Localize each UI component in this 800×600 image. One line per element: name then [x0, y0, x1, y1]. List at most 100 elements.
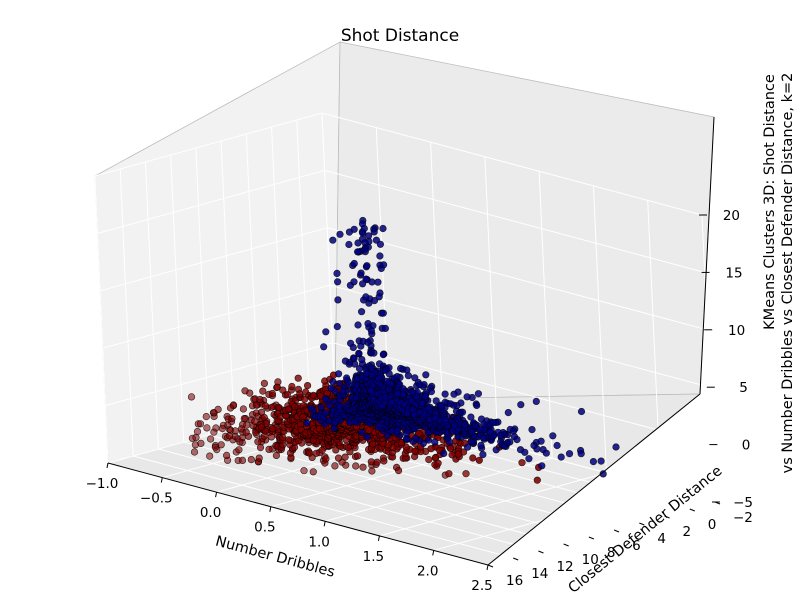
point-cluster-1	[228, 415, 236, 423]
point-cluster-0	[354, 239, 362, 247]
point-cluster-1	[359, 463, 367, 471]
point-cluster-0	[412, 393, 421, 401]
point-cluster-0	[416, 408, 424, 416]
z-axis-line	[699, 116, 715, 395]
point-cluster-1	[265, 445, 273, 454]
point-cluster-0	[431, 438, 439, 446]
point-cluster-0	[345, 240, 353, 249]
point-cluster-0	[599, 470, 607, 478]
point-cluster-1	[296, 390, 304, 398]
point-cluster-0	[357, 269, 365, 277]
y-tick-label: 14	[531, 566, 548, 582]
point-cluster-0	[530, 441, 538, 450]
point-cluster-0	[477, 441, 485, 450]
x-tick-mark	[106, 462, 109, 469]
point-cluster-1	[247, 456, 255, 464]
point-cluster-1	[425, 456, 433, 464]
y-tick-label: 6	[632, 538, 641, 554]
y-tick-mark	[563, 543, 569, 547]
y-tick-mark	[664, 515, 670, 519]
point-cluster-1	[206, 452, 214, 460]
z-tick-label: 0	[742, 438, 751, 454]
point-cluster-0	[374, 278, 382, 286]
point-cluster-0	[345, 360, 353, 368]
point-cluster-1	[241, 387, 249, 395]
point-cluster-1	[223, 451, 231, 460]
point-cluster-1	[262, 427, 270, 435]
point-cluster-1	[260, 413, 268, 422]
point-cluster-1	[207, 435, 215, 443]
point-cluster-1	[291, 403, 299, 411]
point-cluster-1	[322, 455, 330, 463]
point-cluster-0	[335, 403, 344, 411]
point-cluster-0	[549, 432, 557, 440]
point-cluster-0	[368, 371, 376, 379]
point-cluster-0	[358, 308, 366, 316]
point-cluster-1	[341, 453, 349, 461]
point-cluster-0	[553, 441, 561, 450]
point-cluster-1	[395, 467, 403, 475]
point-cluster-1	[218, 425, 226, 433]
point-cluster-0	[379, 309, 387, 317]
point-cluster-0	[517, 401, 525, 409]
point-cluster-1	[212, 424, 220, 432]
point-cluster-0	[367, 364, 376, 373]
point-cluster-0	[409, 406, 417, 414]
point-cluster-0	[450, 390, 458, 398]
point-cluster-0	[394, 390, 402, 398]
z-tick-label: 15	[725, 265, 742, 281]
point-cluster-1	[300, 467, 308, 475]
point-cluster-0	[399, 385, 407, 393]
point-cluster-0	[343, 374, 351, 382]
point-cluster-0	[479, 451, 487, 459]
y-tick-mark	[588, 536, 595, 540]
point-cluster-0	[363, 262, 371, 270]
point-cluster-1	[427, 445, 435, 453]
point-cluster-1	[365, 426, 373, 434]
point-cluster-1	[196, 420, 205, 428]
point-cluster-1	[256, 395, 264, 404]
point-cluster-0	[525, 455, 533, 463]
point-cluster-0	[381, 324, 390, 333]
point-cluster-0	[385, 364, 393, 372]
point-cluster-0	[385, 385, 393, 393]
point-cluster-0	[333, 323, 341, 331]
point-cluster-0	[497, 431, 505, 440]
point-cluster-1	[273, 383, 281, 391]
point-cluster-1	[283, 391, 291, 399]
point-cluster-0	[303, 419, 311, 427]
point-cluster-0	[375, 374, 383, 383]
point-cluster-0	[451, 421, 459, 429]
point-cluster-1	[225, 432, 234, 440]
point-cluster-1	[217, 441, 225, 449]
x-tick-mark	[323, 521, 326, 527]
point-cluster-0	[486, 428, 494, 436]
point-cluster-0	[532, 397, 540, 406]
point-cluster-0	[322, 395, 330, 403]
point-cluster-0	[363, 433, 371, 441]
point-cluster-0	[407, 397, 416, 405]
y-tick-label: 4	[657, 531, 666, 547]
point-cluster-0	[424, 436, 433, 444]
z-tick-label: 5	[739, 380, 748, 396]
point-cluster-1	[454, 450, 462, 458]
point-cluster-0	[307, 404, 315, 412]
x-tick-mark	[160, 477, 163, 483]
point-cluster-0	[322, 328, 330, 336]
point-cluster-1	[518, 459, 526, 467]
x-tick-mark	[215, 492, 218, 498]
point-cluster-1	[368, 467, 376, 475]
z-axis-label-line1: KMeans Clusters 3D: Shot Distance	[762, 74, 778, 330]
point-cluster-1	[285, 436, 293, 444]
point-cluster-0	[329, 236, 337, 244]
point-cluster-1	[318, 446, 326, 454]
point-cluster-0	[361, 239, 369, 247]
point-cluster-0	[437, 402, 445, 410]
point-cluster-1	[203, 424, 211, 432]
point-cluster-1	[239, 405, 247, 413]
point-cluster-1	[255, 454, 263, 462]
point-cluster-1	[384, 441, 392, 449]
point-cluster-0	[327, 384, 335, 392]
point-cluster-1	[252, 401, 260, 409]
